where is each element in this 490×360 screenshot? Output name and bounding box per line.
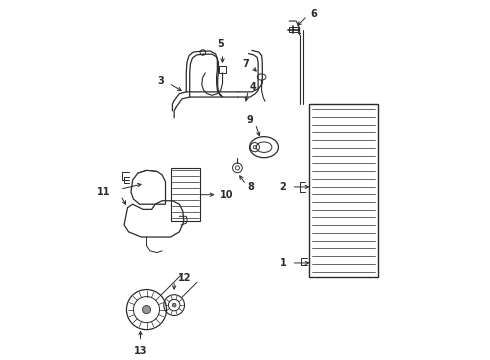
Text: 13: 13: [134, 346, 147, 356]
Text: 2: 2: [280, 182, 287, 192]
Bar: [219, 66, 226, 73]
Bar: [171, 168, 200, 221]
Text: 10: 10: [220, 190, 234, 200]
Bar: [289, 27, 297, 32]
Text: 6: 6: [310, 9, 317, 19]
Text: 7: 7: [243, 59, 249, 69]
Text: 3: 3: [157, 76, 164, 86]
Text: 4: 4: [250, 82, 257, 93]
Text: 8: 8: [248, 182, 255, 192]
Text: 5: 5: [218, 39, 224, 49]
Text: 12: 12: [178, 273, 192, 283]
Text: 9: 9: [246, 115, 253, 125]
Text: 1: 1: [280, 258, 287, 268]
Circle shape: [143, 306, 150, 314]
Circle shape: [172, 303, 176, 307]
Bar: [309, 104, 378, 277]
Text: 11: 11: [97, 187, 110, 197]
